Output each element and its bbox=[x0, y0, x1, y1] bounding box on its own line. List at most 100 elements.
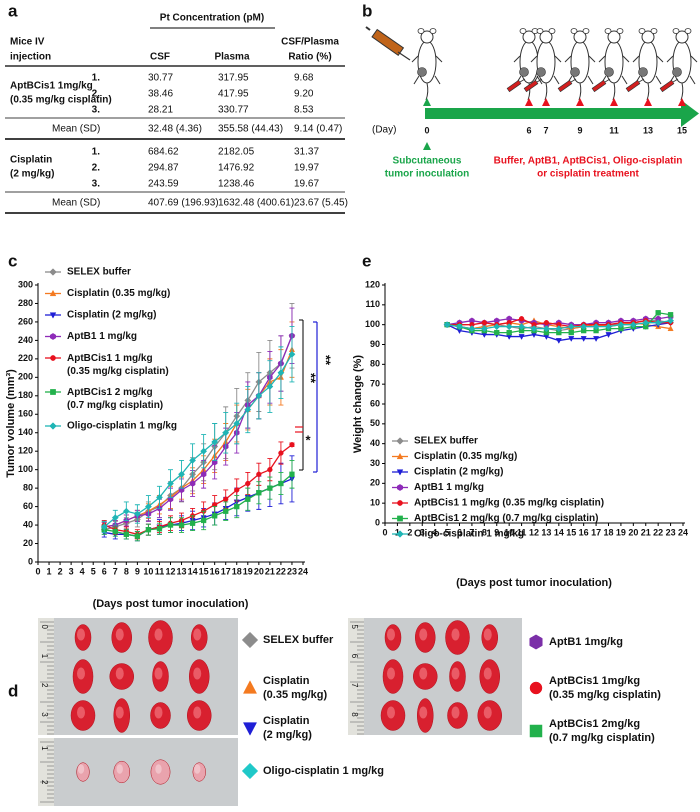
mouse-leg bbox=[666, 55, 674, 63]
mouse-leg bbox=[655, 75, 662, 85]
table-cell: 2182.05 bbox=[218, 147, 255, 158]
data-point bbox=[145, 527, 152, 533]
y-tick-label: 240 bbox=[18, 335, 33, 345]
data-point bbox=[289, 442, 295, 448]
data-point bbox=[234, 487, 240, 493]
x-axis-label: (Days post tumor inoculation) bbox=[93, 598, 249, 610]
tumor-highlight bbox=[419, 706, 428, 719]
mouse-leg bbox=[553, 75, 560, 85]
y-tick-label: 20 bbox=[23, 538, 33, 548]
legend-marker bbox=[50, 389, 56, 395]
data-point bbox=[267, 485, 273, 491]
syringe-needle bbox=[570, 78, 577, 83]
mouse-head bbox=[522, 30, 536, 44]
table-header: Pt Concentration (pM) bbox=[160, 13, 264, 24]
table-cell: 19.97 bbox=[294, 163, 319, 174]
data-point bbox=[580, 336, 587, 342]
x-tick-label: 1 bbox=[395, 527, 400, 537]
syringe-needle bbox=[519, 78, 526, 83]
x-tick-label: 19 bbox=[243, 566, 253, 576]
table-cell: 9.20 bbox=[294, 89, 314, 100]
tumor-highlight bbox=[483, 667, 492, 680]
table-header: injection bbox=[10, 52, 51, 63]
inoculation-label: Subcutaneous bbox=[393, 156, 462, 167]
data-point bbox=[555, 338, 562, 344]
ruler-label: 2 bbox=[40, 683, 49, 688]
day-label: 9 bbox=[577, 125, 582, 135]
x-tick-label: 23 bbox=[666, 527, 676, 537]
data-point bbox=[278, 450, 284, 456]
mouse-head bbox=[675, 30, 689, 44]
table-cell: 1632.48 (400.61) bbox=[218, 198, 294, 209]
legend-label: Oligo-cisplatin 1 mg/kg bbox=[263, 765, 384, 777]
table-cell: 9.14 (0.47) bbox=[294, 124, 342, 135]
group-name: Cisplatin bbox=[10, 155, 52, 166]
data-point bbox=[505, 323, 513, 331]
legend-label: SELEX buffer bbox=[414, 436, 478, 447]
timeline-arrow bbox=[425, 108, 683, 119]
x-tick-label: 18 bbox=[232, 566, 242, 576]
tumor bbox=[672, 67, 682, 77]
tumor-highlight bbox=[419, 628, 428, 641]
table-cell: 684.62 bbox=[148, 147, 179, 158]
data-point bbox=[256, 490, 262, 496]
legend-label: AptB1 1 mg/kg bbox=[414, 482, 484, 493]
legend-label: AptBCis1 2mg/kg bbox=[549, 718, 640, 730]
mouse-head bbox=[539, 30, 553, 44]
syringe-needle bbox=[604, 78, 611, 83]
x-tick-label: 5 bbox=[445, 527, 450, 537]
day-label: 7 bbox=[543, 125, 548, 135]
mouse-head bbox=[607, 30, 621, 44]
table-cell: Mean (SD) bbox=[52, 198, 100, 209]
data-point bbox=[617, 321, 625, 329]
day-label: 11 bbox=[609, 125, 619, 135]
table-cell: 243.59 bbox=[148, 179, 179, 190]
data-point bbox=[289, 471, 295, 477]
y-tick-label: 10 bbox=[370, 498, 380, 508]
x-tick-label: 2 bbox=[58, 566, 63, 576]
tumor-highlight bbox=[77, 706, 85, 719]
syringe-needle bbox=[397, 51, 411, 61]
legend-label: Cisplatin bbox=[263, 715, 310, 727]
legend-marker bbox=[242, 722, 258, 736]
y-tick-label: 110 bbox=[365, 299, 380, 309]
series-line bbox=[103, 353, 293, 528]
legend-marker bbox=[49, 289, 57, 297]
table-cell: 28.21 bbox=[148, 105, 173, 116]
data-point bbox=[200, 447, 208, 455]
tumor-highlight bbox=[154, 667, 163, 680]
data-point bbox=[234, 503, 240, 510]
y-tick-label: 120 bbox=[18, 446, 33, 456]
legend-marker bbox=[397, 500, 403, 506]
tumor-highlight bbox=[194, 764, 201, 774]
table-cell: 355.58 (44.43) bbox=[218, 124, 283, 135]
data-point bbox=[155, 493, 163, 501]
ruler-label: 1 bbox=[40, 746, 49, 751]
legend-marker bbox=[396, 469, 404, 476]
data-point bbox=[255, 392, 263, 400]
x-tick-label: 16 bbox=[579, 527, 589, 537]
ruler-label: 3 bbox=[40, 712, 49, 717]
data-point bbox=[123, 531, 129, 537]
syringe bbox=[371, 28, 405, 56]
table-cell: 8.53 bbox=[294, 105, 314, 116]
mouse-leg bbox=[435, 55, 443, 63]
ruler bbox=[38, 618, 54, 735]
data-point bbox=[233, 420, 241, 427]
x-axis-label: (Days post tumor inoculation) bbox=[456, 577, 612, 589]
syringe-needle bbox=[672, 78, 679, 83]
tumor-highlight bbox=[154, 628, 163, 641]
y-tick-label: 300 bbox=[18, 279, 33, 289]
mouse-body bbox=[519, 40, 539, 84]
data-point bbox=[605, 323, 612, 331]
day-label: 6 bbox=[526, 125, 531, 135]
syringe-plunger bbox=[365, 26, 371, 31]
legend-label: Oligo-cisplatin 1 mg/kg bbox=[414, 529, 524, 540]
x-tick-label: 15 bbox=[199, 566, 209, 576]
tumor-highlight bbox=[451, 667, 460, 680]
mouse-tail bbox=[646, 82, 650, 101]
row-index: 2. bbox=[92, 163, 101, 174]
data-point bbox=[443, 321, 451, 329]
x-tick-label: 18 bbox=[603, 527, 613, 537]
event-marker bbox=[423, 98, 431, 106]
